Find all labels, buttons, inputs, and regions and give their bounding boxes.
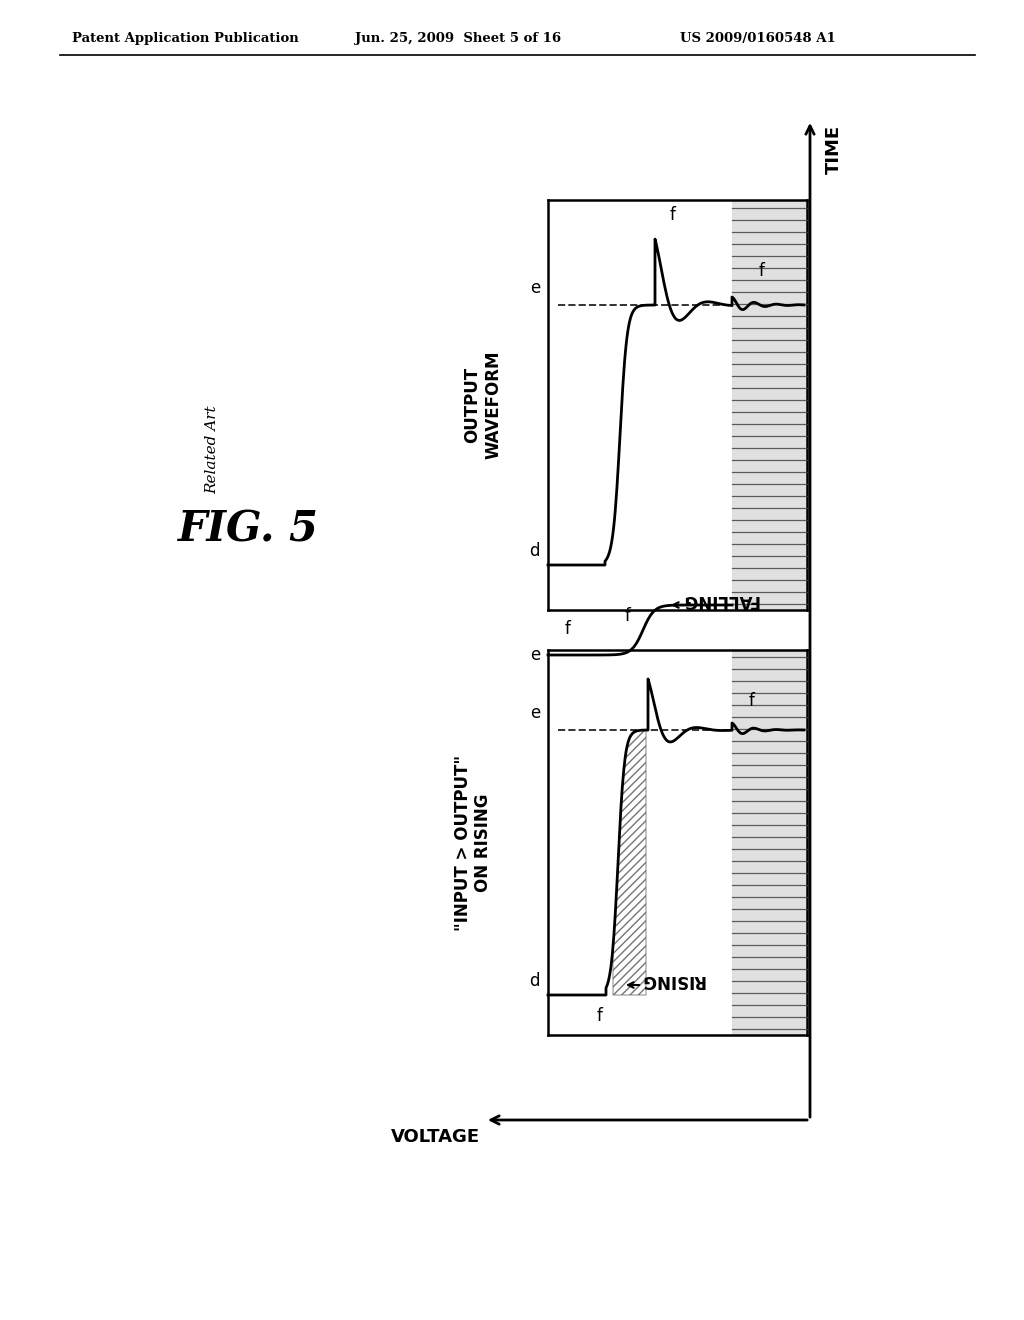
Text: VOLTAGE: VOLTAGE	[391, 1129, 480, 1146]
Text: f: f	[625, 607, 631, 624]
Text: d: d	[529, 543, 540, 560]
Text: "INPUT > OUTPUT"
ON RISING: "INPUT > OUTPUT" ON RISING	[454, 755, 493, 931]
Text: OUTPUT
WAVEFORM: OUTPUT WAVEFORM	[464, 351, 503, 459]
Text: FALLING: FALLING	[681, 591, 759, 609]
Text: f: f	[597, 1007, 603, 1026]
Text: US 2009/0160548 A1: US 2009/0160548 A1	[680, 32, 836, 45]
Text: TIME: TIME	[825, 125, 843, 174]
Text: e: e	[529, 279, 540, 297]
Text: e: e	[529, 704, 540, 722]
Text: f: f	[565, 620, 571, 638]
Text: Related Art: Related Art	[205, 405, 219, 494]
Text: f: f	[759, 261, 765, 280]
Text: d: d	[529, 972, 540, 990]
Text: RISING: RISING	[640, 972, 705, 989]
Text: FIG. 5: FIG. 5	[177, 510, 318, 550]
Text: Patent Application Publication: Patent Application Publication	[72, 32, 299, 45]
Text: f: f	[670, 206, 676, 224]
Text: Jun. 25, 2009  Sheet 5 of 16: Jun. 25, 2009 Sheet 5 of 16	[355, 32, 561, 45]
Text: e: e	[529, 645, 540, 664]
Bar	[732, 201, 807, 610]
Text: f: f	[750, 692, 755, 710]
Bar	[732, 649, 807, 1035]
